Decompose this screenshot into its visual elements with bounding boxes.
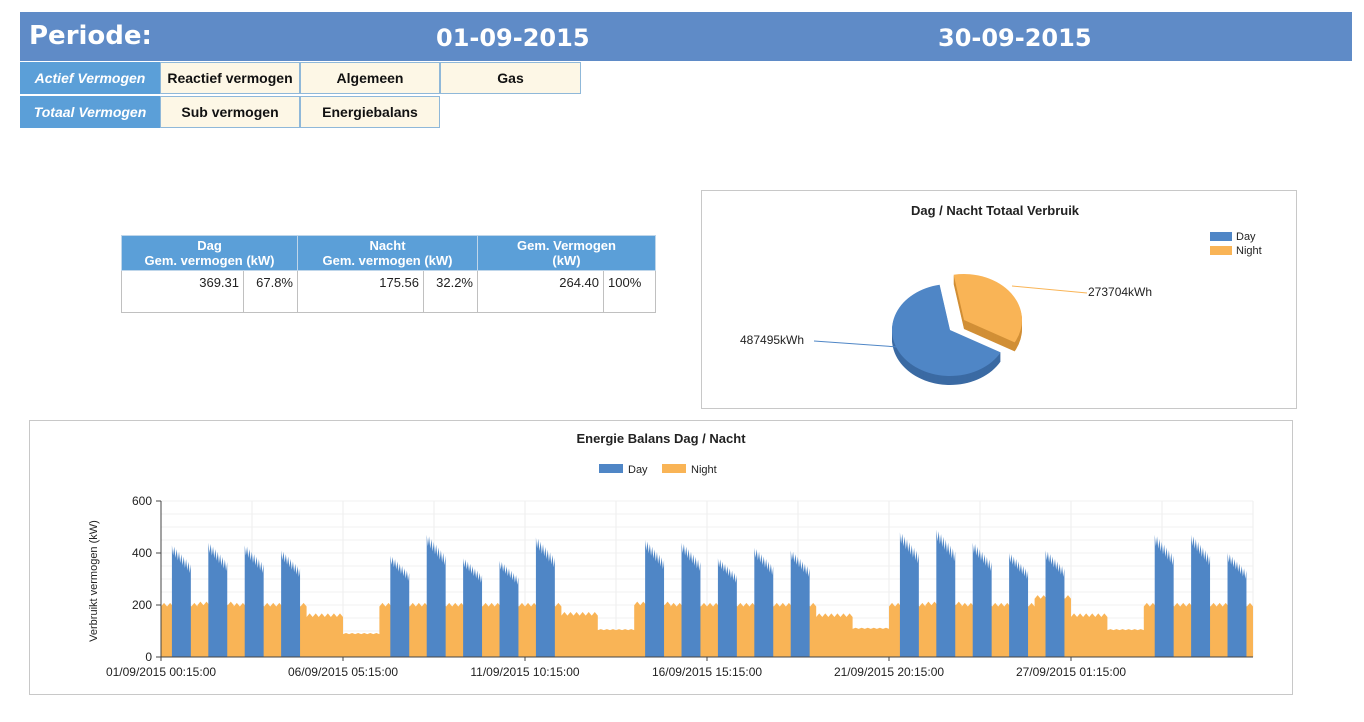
y-axis-label: Verbruikt vermogen (kW) — [88, 520, 100, 642]
tab-energiebalans[interactable]: Energiebalans — [300, 96, 440, 128]
y-tick-label: 600 — [132, 494, 152, 508]
col-header-gem-line2: (kW) — [552, 253, 581, 268]
col-header-gem-line1: Gem. Vermogen — [517, 238, 616, 253]
energy-balance-panel: Energie Balans Dag / Nacht Day Night Ver… — [29, 420, 1293, 695]
day-block — [1227, 553, 1247, 657]
day-block — [463, 558, 483, 657]
y-tick-label: 400 — [132, 546, 152, 560]
pie-legend: Day Night — [1210, 231, 1262, 257]
gem-percent: 100% — [603, 270, 656, 313]
day-block — [171, 545, 191, 657]
tab-totaal-vermogen[interactable]: Totaal Vermogen — [20, 96, 160, 128]
day-block — [244, 545, 264, 657]
legend-day-label: Day — [628, 464, 648, 476]
col-header-dag-line2: Gem. vermogen (kW) — [144, 253, 275, 268]
x-tick-label: 27/09/2015 01:15:00 — [1016, 665, 1126, 679]
period-header: Periode: 01-09-2015 30-09-2015 — [20, 12, 1352, 61]
x-tick-label: 01/09/2015 00:15:00 — [106, 665, 216, 679]
day-block — [936, 529, 956, 657]
tab-algemeen[interactable]: Algemeen — [300, 62, 440, 94]
day-block — [972, 542, 992, 657]
day-block — [1009, 553, 1029, 657]
col-header-nacht-line2: Gem. vermogen (kW) — [322, 253, 453, 268]
legend-night-swatch — [662, 464, 686, 473]
day-block — [681, 542, 701, 657]
night-leader-line — [1011, 285, 1088, 294]
x-tick-label: 11/09/2015 10:15:00 — [470, 665, 580, 679]
day-leader-line — [813, 340, 899, 348]
tab-reactief-vermogen[interactable]: Reactief vermogen — [160, 62, 300, 94]
day-block — [790, 550, 810, 657]
col-header-nacht-line1: Nacht — [369, 238, 406, 253]
day-block — [1191, 534, 1211, 657]
night-slice[interactable] — [953, 274, 1022, 343]
tab-sub-vermogen[interactable]: Sub vermogen — [160, 96, 300, 128]
average-power-table: Dag Gem. vermogen (kW) Nacht Gem. vermog… — [121, 235, 656, 313]
table-row: 369.31 67.8% 175.56 32.2% 264.40 100% — [121, 270, 656, 313]
col-header-gem-vermogen: Gem. Vermogen (kW) — [477, 235, 656, 271]
gem-value: 264.40 — [477, 270, 604, 313]
tab-gas[interactable]: Gas — [440, 62, 581, 94]
area-legend: Day Night — [599, 464, 717, 476]
y-tick-label: 0 — [145, 650, 152, 664]
pie-chart-panel: Dag / Nacht Totaal Verbruik Day Night 27… — [701, 190, 1297, 409]
tab-actief-vermogen[interactable]: Actief Vermogen — [20, 62, 160, 94]
dag-value: 369.31 — [121, 270, 244, 313]
day-block — [426, 534, 446, 657]
day-block — [499, 560, 519, 657]
pie-chart: Dag / Nacht Totaal Verbruik Day Night 27… — [740, 203, 1262, 385]
day-block — [535, 537, 555, 657]
day-block — [645, 540, 665, 657]
nacht-value: 175.56 — [297, 270, 424, 313]
x-tick-label: 16/09/2015 15:15:00 — [652, 665, 762, 679]
day-block — [754, 547, 774, 657]
legend-night-swatch — [1210, 246, 1232, 255]
y-tick-label: 200 — [132, 598, 152, 612]
x-tick-label: 06/09/2015 05:15:00 — [288, 665, 398, 679]
period-end-date: 30-09-2015 — [938, 24, 1092, 52]
legend-night-label: Night — [691, 464, 717, 476]
day-slice[interactable] — [892, 284, 1001, 376]
period-start-date: 01-09-2015 — [436, 24, 590, 52]
period-label: Periode: — [29, 21, 152, 51]
day-slice-label: 487495kWh — [740, 333, 804, 347]
energy-balance-chart: Energie Balans Dag / Nacht Day Night Ver… — [88, 431, 1254, 679]
day-block — [717, 558, 737, 657]
day-block — [899, 532, 919, 657]
day-block — [390, 555, 410, 657]
area-chart-title: Energie Balans Dag / Nacht — [576, 431, 746, 446]
pie-chart-title: Dag / Nacht Totaal Verbruik — [911, 203, 1080, 218]
legend-day-label: Day — [1236, 231, 1256, 243]
day-block — [208, 542, 228, 657]
night-slice-label: 273704kWh — [1088, 285, 1152, 299]
nacht-percent: 32.2% — [423, 270, 478, 313]
day-block — [1154, 534, 1174, 657]
col-header-dag-line1: Dag — [197, 238, 222, 253]
legend-night-label: Night — [1236, 245, 1262, 257]
pie-slices — [892, 274, 1022, 385]
day-block — [281, 550, 301, 657]
legend-day-swatch — [1210, 232, 1232, 241]
dag-percent: 67.8% — [243, 270, 298, 313]
area-series — [161, 529, 1253, 657]
col-header-nacht: Nacht Gem. vermogen (kW) — [297, 235, 478, 271]
day-block — [1045, 550, 1065, 657]
col-header-dag: Dag Gem. vermogen (kW) — [121, 235, 298, 271]
legend-day-swatch — [599, 464, 623, 473]
axes: 0 200 400 600 01/09/2015 00:15:00 06/09/2015 … — [106, 494, 1253, 679]
x-tick-label: 21/09/2015 20:15:00 — [834, 665, 944, 679]
